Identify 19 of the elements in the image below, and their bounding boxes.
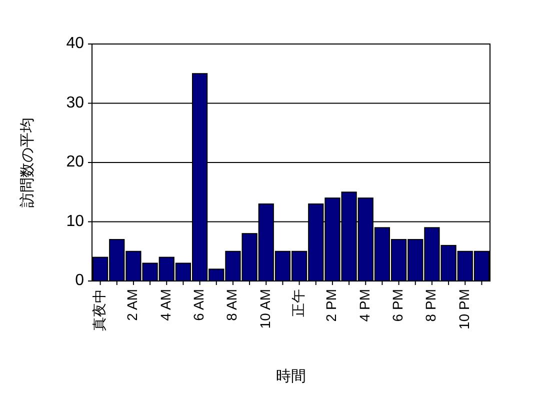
x-tick-label: 2 PM [323,289,340,322]
x-tick-label: 6 PM [389,289,406,322]
y-tick-label: 20 [66,154,84,171]
x-tick-label: 4 PM [356,289,372,322]
y-axis-title: 訪問数の平均 [19,118,36,208]
x-tick-label: 10 AM [256,289,273,329]
x-tick-label: 10 PM [456,289,472,330]
x-tick-label: 4 AM [157,289,174,321]
y-tick-label: 30 [66,94,84,112]
y-tick-label: 10 [66,212,84,230]
x-tick-label: 8 PM [422,289,439,322]
y-tick-label: 40 [66,35,84,52]
y-tick-label: 0 [75,272,84,290]
x-tick-label: 6 AM [190,289,206,321]
x-tick-label: 2 AM [124,289,140,321]
x-tick-label: 真夜中 [90,289,107,331]
x-axis-title: 時間 [276,368,306,385]
x-tick-label: 正午 [290,289,306,317]
x-tick-label: 8 AM [224,289,240,321]
